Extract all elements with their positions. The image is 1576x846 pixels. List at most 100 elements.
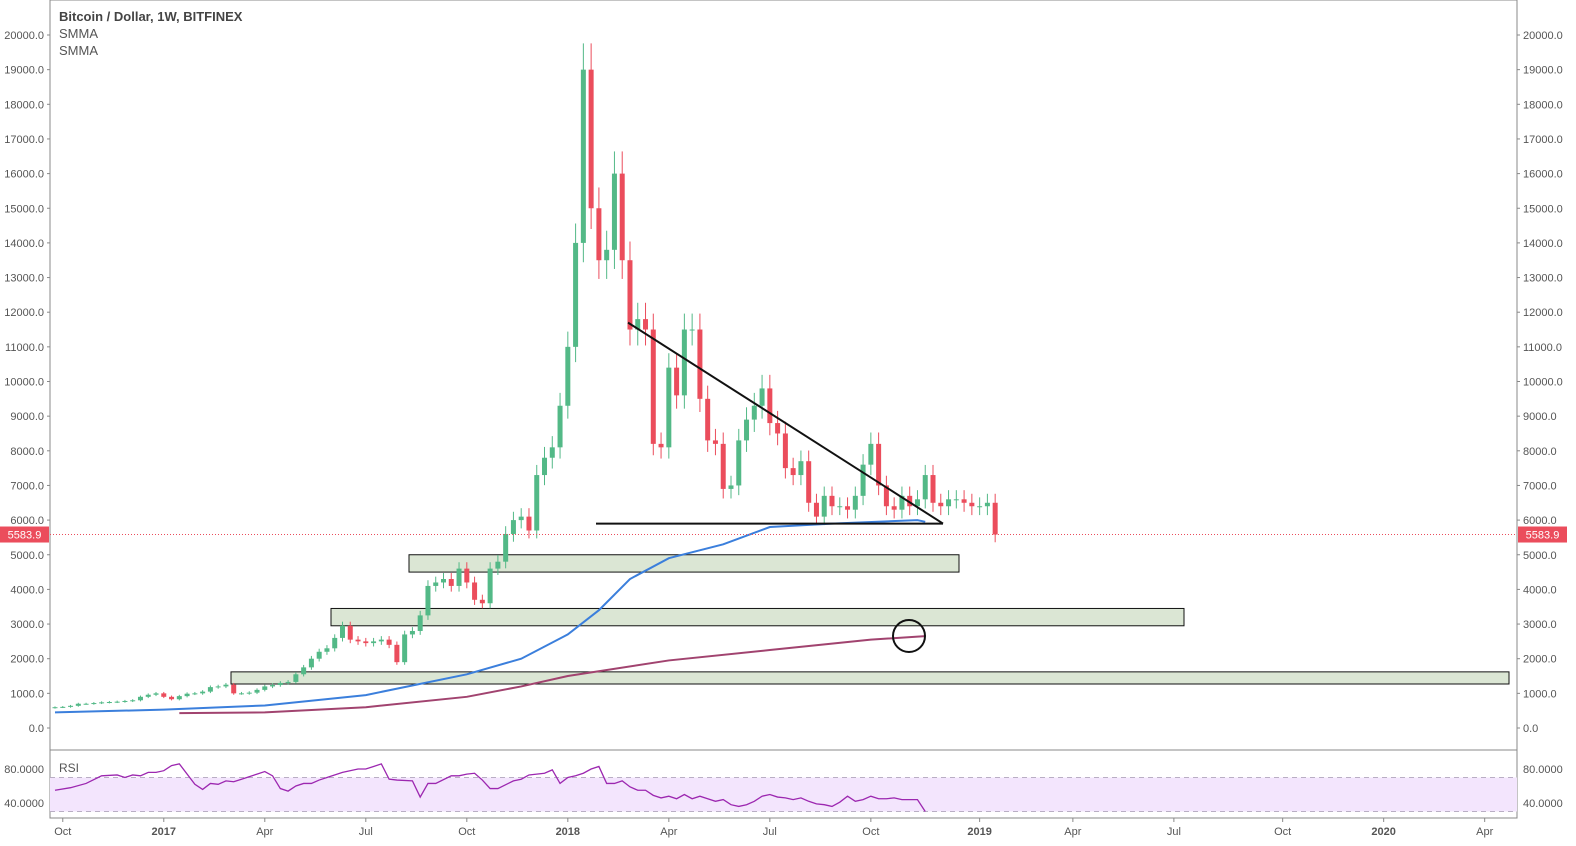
candle-body bbox=[60, 706, 66, 708]
candle-body bbox=[153, 693, 159, 695]
candle-body bbox=[705, 398, 711, 441]
price-tick-label: 7000.0 bbox=[10, 480, 44, 492]
support-zone bbox=[330, 607, 1185, 627]
candle-body bbox=[829, 495, 835, 507]
candle-body bbox=[899, 495, 905, 510]
candle-body bbox=[277, 682, 283, 686]
last-price-label: 5583.9 bbox=[8, 530, 42, 542]
candle-body bbox=[542, 457, 548, 476]
price-tick-label: 15000.0 bbox=[4, 203, 44, 215]
candle-body bbox=[806, 461, 812, 503]
price-tick-label: 19000.0 bbox=[1523, 65, 1563, 77]
candle-body bbox=[262, 686, 268, 690]
candle-body bbox=[223, 684, 229, 687]
time-tick-label: Apr bbox=[256, 826, 273, 838]
candle-body bbox=[604, 249, 610, 261]
candle-body bbox=[355, 639, 361, 642]
price-tick-label: 16000.0 bbox=[4, 169, 44, 181]
price-tick-label: 9000.0 bbox=[1523, 411, 1557, 423]
candle-body bbox=[790, 468, 796, 476]
candle-body bbox=[378, 639, 384, 642]
candle-body bbox=[324, 648, 330, 652]
candle-body bbox=[868, 443, 874, 465]
candle-body bbox=[130, 700, 136, 702]
candle-body bbox=[495, 561, 501, 569]
candle-body bbox=[549, 447, 555, 458]
price-tick-label: 8000.0 bbox=[10, 446, 44, 458]
candle-body bbox=[91, 703, 97, 705]
smma-fast-line bbox=[54, 519, 926, 714]
candle-body bbox=[402, 634, 408, 663]
indicator-smma-slow[interactable]: SMMA bbox=[59, 43, 98, 58]
candle-body bbox=[246, 692, 252, 694]
candle-body bbox=[557, 405, 563, 448]
price-tick-label: 11000.0 bbox=[1523, 342, 1562, 354]
price-tick-label: 18000.0 bbox=[1523, 99, 1563, 111]
candle-body bbox=[821, 495, 827, 517]
time-tick-label: 2017 bbox=[152, 826, 176, 838]
candle-body bbox=[339, 625, 345, 638]
candle-body bbox=[472, 582, 478, 600]
candle-body bbox=[448, 579, 454, 586]
last-price-badge bbox=[0, 526, 49, 543]
symbol-title: Bitcoin / Dollar, 1W, BITFINEX bbox=[59, 9, 243, 24]
candle-body bbox=[526, 516, 532, 531]
candle-body bbox=[386, 639, 392, 645]
candle-body bbox=[106, 702, 112, 704]
price-tick-label: 4000.0 bbox=[10, 584, 44, 596]
price-tick-label: 13000.0 bbox=[4, 273, 44, 285]
price-tick-label: 14000.0 bbox=[1523, 238, 1563, 250]
price-tick-label: 5000.0 bbox=[10, 550, 44, 562]
rsi-label[interactable]: RSI bbox=[59, 761, 80, 775]
candle-body bbox=[845, 506, 851, 510]
candle-body bbox=[977, 506, 983, 508]
candle-body bbox=[347, 625, 353, 640]
candle-body bbox=[891, 506, 897, 510]
candle-body bbox=[922, 475, 928, 500]
candle-body bbox=[992, 502, 998, 535]
time-tick-label: Oct bbox=[458, 826, 475, 838]
price-tick-label: 18000.0 bbox=[4, 99, 44, 111]
price-tick-label: 16000.0 bbox=[1523, 169, 1563, 181]
candle-body bbox=[883, 485, 889, 507]
candle-body bbox=[371, 641, 377, 644]
rsi-tick-label: 80.0000 bbox=[4, 764, 44, 776]
candle-body bbox=[534, 475, 540, 531]
candle-body bbox=[580, 69, 586, 243]
candle-body bbox=[751, 405, 757, 420]
time-tick-label: Jul bbox=[763, 826, 777, 838]
candle-body bbox=[914, 499, 920, 507]
candle-body bbox=[775, 423, 781, 434]
candle-body bbox=[207, 687, 213, 692]
candle-body bbox=[285, 681, 291, 683]
price-tick-label: 2000.0 bbox=[10, 654, 44, 666]
time-tick-label: 2019 bbox=[967, 826, 991, 838]
candle-body bbox=[238, 693, 244, 695]
candle-body bbox=[876, 443, 882, 486]
price-tick-label: 17000.0 bbox=[1523, 134, 1563, 146]
price-tick-label: 0.0 bbox=[1523, 723, 1538, 735]
rsi-tick-label: 40.0000 bbox=[4, 798, 44, 810]
price-tick-label: 3000.0 bbox=[1523, 619, 1557, 631]
candle-body bbox=[270, 685, 276, 687]
candle-body bbox=[433, 582, 439, 586]
candle-body bbox=[479, 599, 485, 604]
time-tick-label: Oct bbox=[1274, 826, 1291, 838]
plot-frame bbox=[49, 0, 1518, 819]
price-tick-label: 6000.0 bbox=[1523, 515, 1557, 527]
candle-body bbox=[767, 388, 773, 424]
candle-body bbox=[52, 707, 58, 709]
candle-body bbox=[456, 568, 462, 586]
candle-body bbox=[176, 696, 182, 700]
last-price-label: 5583.9 bbox=[1526, 530, 1560, 542]
indicator-smma-fast[interactable]: SMMA bbox=[59, 26, 98, 41]
candle-body bbox=[720, 443, 726, 489]
candle-body bbox=[169, 696, 175, 700]
candle-body bbox=[518, 516, 524, 521]
candle-body bbox=[68, 705, 74, 707]
candle-body bbox=[681, 329, 687, 396]
candle-body bbox=[565, 346, 571, 406]
candle-body bbox=[759, 388, 765, 406]
